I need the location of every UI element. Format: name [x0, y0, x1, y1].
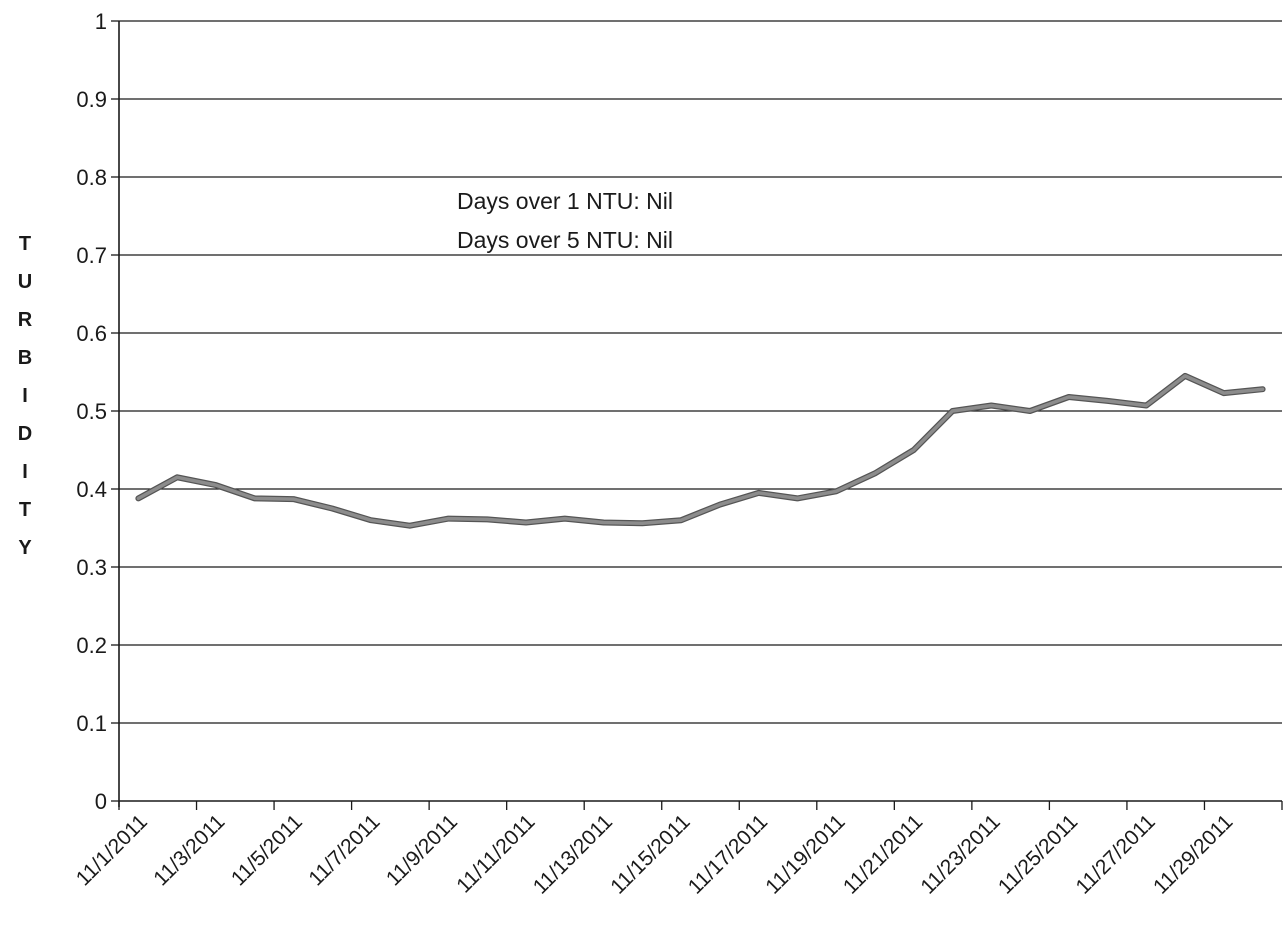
x-tick-label: 11/19/2011 [761, 810, 849, 898]
axes [118, 21, 1283, 810]
y-tick-label: 0.9 [76, 87, 107, 112]
y-axis-label-letter: B [18, 347, 32, 369]
x-tick-label: 11/17/2011 [684, 810, 772, 898]
y-axis-label-letter: D [18, 423, 32, 445]
y-axis-label-letter: T [19, 499, 31, 521]
x-tick-label: 11/21/2011 [839, 810, 927, 898]
series-line [136, 374, 1265, 528]
series [135, 372, 1266, 529]
x-tick-label: 11/5/2011 [227, 810, 307, 890]
y-tick-label: 1 [95, 9, 107, 34]
y-tick-labels: 0 0.1 0.2 0.3 0.4 0.5 0.6 0.7 0.8 0.9 1 [76, 9, 107, 814]
x-tick-label: 11/25/2011 [994, 810, 1082, 898]
y-tick-label: 0.8 [76, 165, 107, 190]
y-axis-label-letter: T [19, 233, 31, 255]
y-axis-label-letter: I [22, 385, 28, 407]
y-tick-label: 0 [95, 789, 107, 814]
y-tick-label: 0.6 [76, 321, 107, 346]
x-tick-label: 11/13/2011 [529, 810, 617, 898]
x-tick-label: 11/11/2011 [452, 810, 539, 897]
x-tick-labels: 11/1/201111/3/201111/5/201111/7/201111/9… [72, 810, 1238, 898]
y-axis-label-letter: Y [18, 537, 32, 559]
x-tick-label: 11/29/2011 [1149, 810, 1237, 898]
x-tick-label: 11/23/2011 [916, 810, 1004, 898]
y-tick-label: 0.4 [76, 477, 107, 502]
x-tick-label: 11/7/2011 [304, 810, 384, 890]
annotation-days-over-5-ntu: Days over 5 NTU: Nil [457, 227, 673, 253]
x-tick-label: 11/9/2011 [382, 810, 462, 890]
annotations: Days over 1 NTU: Nil Days over 5 NTU: Ni… [457, 188, 673, 253]
y-tick-label: 0.1 [76, 711, 107, 736]
x-tick-label: 11/3/2011 [149, 810, 229, 890]
x-tick-label: 11/1/2011 [72, 810, 152, 890]
y-axis-label-letter: U [18, 271, 32, 293]
y-tick-label: 0.7 [76, 243, 107, 268]
y-axis-label-letter: R [18, 309, 33, 331]
y-tick-label: 0.3 [76, 555, 107, 580]
annotation-days-over-1-ntu: Days over 1 NTU: Nil [457, 188, 673, 214]
x-tick-label: 11/15/2011 [606, 810, 694, 898]
y-axis-label-letter: I [22, 461, 28, 483]
gridlines [111, 20, 1282, 802]
y-tick-label: 0.5 [76, 399, 107, 424]
y-tick-label: 0.2 [76, 633, 107, 658]
x-tick-label: 11/27/2011 [1071, 810, 1159, 898]
